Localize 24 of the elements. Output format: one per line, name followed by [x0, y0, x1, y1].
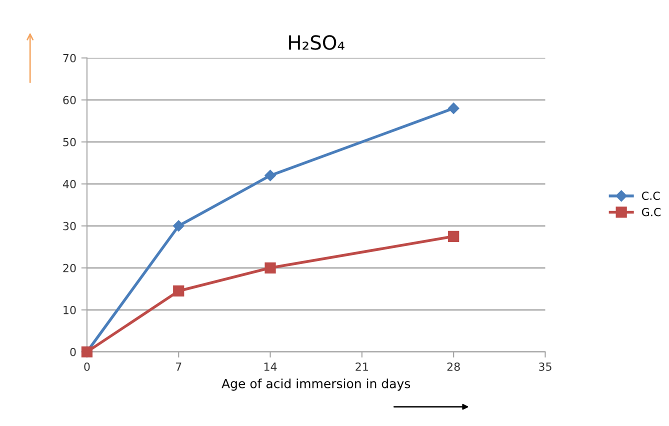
legend-label: C.C — [642, 192, 660, 200]
point — [173, 220, 184, 232]
y-tick-label: 10 — [64, 306, 76, 314]
x-tick-label: 28 — [447, 362, 460, 371]
x-tick-label: 7 — [176, 362, 182, 371]
x-tick-label: 21 — [356, 362, 368, 371]
point — [264, 170, 276, 182]
x-axis-title: Age of acid immersion in days — [222, 378, 410, 391]
y-tick-label: 40 — [62, 180, 76, 188]
chart-title: H₂SO₄ — [289, 35, 344, 50]
x-tick-label: 35 — [539, 362, 552, 371]
y-tick-label: 70 — [63, 54, 76, 62]
y-tick-label: 50 — [63, 138, 76, 146]
y-tick-label: 20 — [63, 264, 76, 272]
point — [264, 262, 276, 274]
point — [448, 102, 460, 114]
y-tick-label: 30 — [63, 222, 76, 230]
y-tick-label: 0 — [70, 348, 76, 356]
x-tick-label: 14 — [264, 362, 277, 371]
y-tick-label: 60 — [63, 96, 76, 104]
x-tick-label: 0 — [84, 362, 90, 371]
point — [448, 230, 460, 242]
point — [173, 285, 184, 297]
legend-label: G.C — [642, 208, 661, 216]
